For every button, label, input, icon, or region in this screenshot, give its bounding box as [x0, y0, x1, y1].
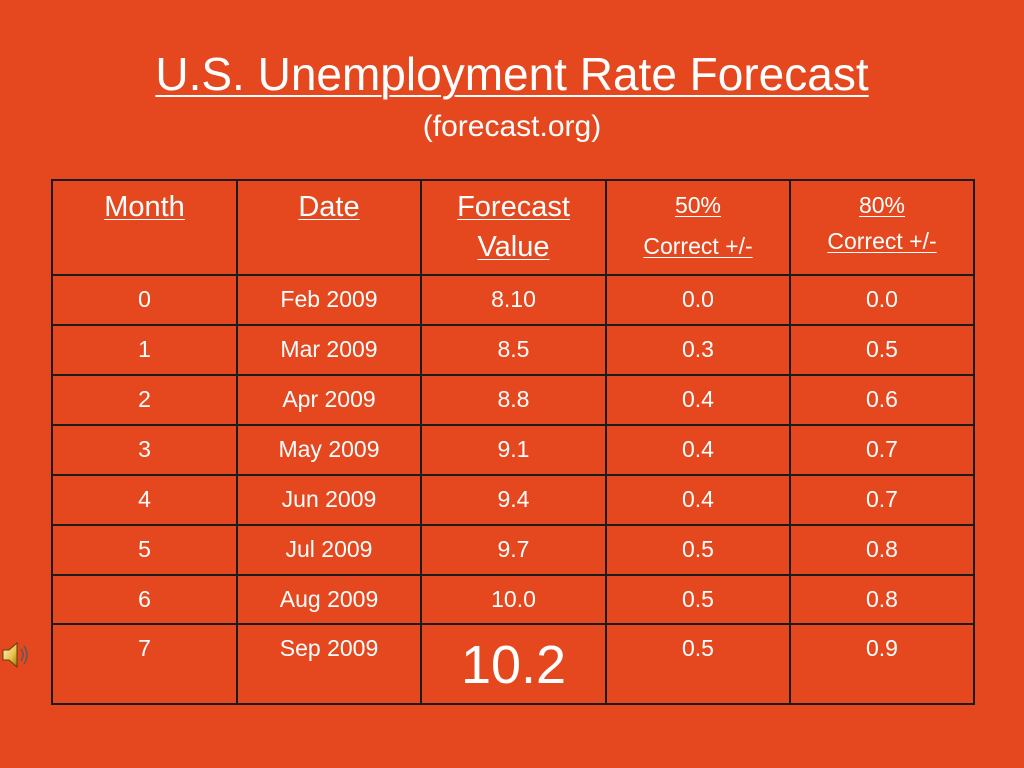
cell-50-correct: 0.5 [605, 573, 791, 626]
table-row: 6 Aug 2009 10.0 0.5 0.8 [51, 573, 975, 626]
table-row: 7 Sep 2009 10.2 0.5 0.9 [51, 623, 975, 705]
cell-month: 1 [51, 323, 238, 376]
cell-80-correct: 0.8 [789, 573, 975, 626]
cell-month: 5 [51, 523, 238, 576]
cell-80-correct: 0.5 [789, 323, 975, 376]
cell-80-correct: 0.7 [789, 473, 975, 526]
cell-forecast-value: 9.1 [420, 423, 607, 476]
cell-80-correct: 0.8 [789, 523, 975, 576]
table-row: 4 Jun 2009 9.4 0.4 0.7 [51, 473, 975, 526]
cell-80-correct: 0.7 [789, 423, 975, 476]
header-80-line2: Correct +/- [827, 228, 937, 254]
cell-forecast-value: 10.2 [420, 623, 607, 705]
cell-date: Aug 2009 [236, 573, 422, 626]
header-forecast-line1: Forecast [457, 191, 570, 223]
cell-date: May 2009 [236, 423, 422, 476]
cell-50-correct: 0.4 [605, 373, 791, 426]
header-50-correct: 50% Correct +/- [605, 179, 791, 276]
cell-date: Mar 2009 [236, 323, 422, 376]
cell-80-correct: 0.6 [789, 373, 975, 426]
table-row: 2 Apr 2009 8.8 0.4 0.6 [51, 373, 975, 426]
header-80-correct: 80% Correct +/- [789, 179, 975, 276]
cell-month: 0 [51, 273, 238, 326]
cell-50-correct: 0.3 [605, 323, 791, 376]
header-date: Date [236, 179, 422, 276]
table-row: 1 Mar 2009 8.5 0.3 0.5 [51, 323, 975, 376]
cell-50-correct: 0.5 [605, 523, 791, 576]
slide-subtitle: (forecast.org) [422, 110, 602, 143]
cell-month: 4 [51, 473, 238, 526]
cell-80-correct: 0.9 [789, 623, 975, 705]
speaker-icon[interactable] [0, 638, 34, 672]
cell-80-correct: 0.0 [789, 273, 975, 326]
cell-50-correct: 0.4 [605, 423, 791, 476]
cell-date: Feb 2009 [236, 273, 422, 326]
table-row: 5 Jul 2009 9.7 0.5 0.8 [51, 523, 975, 576]
cell-forecast-value: 9.4 [420, 473, 607, 526]
cell-forecast-value: 10.0 [420, 573, 607, 626]
cell-forecast-value: 9.7 [420, 523, 607, 576]
header-forecast-value: Forecast Value [420, 179, 607, 276]
cell-forecast-value: 8.10 [420, 273, 607, 326]
cell-month: 7 [51, 623, 238, 705]
table-row: 0 Feb 2009 8.10 0.0 0.0 [51, 273, 975, 326]
cell-50-correct: 0.4 [605, 473, 791, 526]
cell-month: 6 [51, 573, 238, 626]
cell-date: Jun 2009 [236, 473, 422, 526]
cell-date: Apr 2009 [236, 373, 422, 426]
cell-50-correct: 0.5 [605, 623, 791, 705]
header-80-line1: 80% [858, 192, 906, 218]
cell-date: Jul 2009 [236, 523, 422, 576]
header-50-line2: Correct +/- [643, 233, 753, 259]
table-header-row: Month Date Forecast Value 50% Correct +/- … [51, 179, 975, 276]
slide-title: U.S. Unemployment Rate Forecast [155, 48, 869, 100]
cell-month: 2 [51, 373, 238, 426]
header-forecast-line2: Value [477, 231, 550, 263]
forecast-table: Month Date Forecast Value 50% Correct +/- … [51, 179, 975, 705]
header-50-line1: 50% [674, 192, 722, 218]
cell-50-correct: 0.0 [605, 273, 791, 326]
table-row: 3 May 2009 9.1 0.4 0.7 [51, 423, 975, 476]
cell-month: 3 [51, 423, 238, 476]
header-month: Month [51, 179, 238, 276]
cell-date: Sep 2009 [236, 623, 422, 705]
cell-forecast-value: 8.8 [420, 373, 607, 426]
cell-forecast-value: 8.5 [420, 323, 607, 376]
